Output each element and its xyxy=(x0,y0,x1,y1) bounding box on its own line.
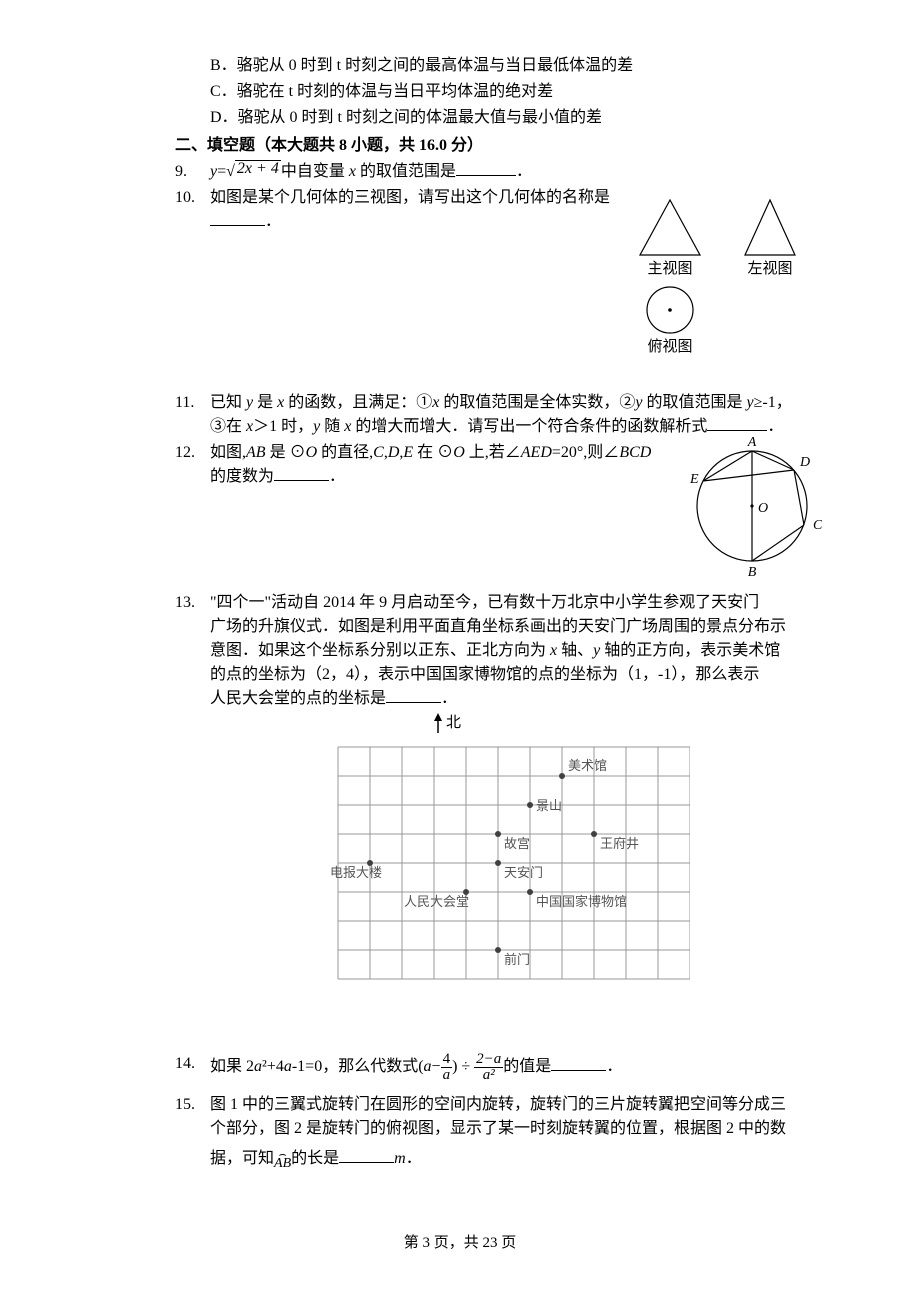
left-view-triangle xyxy=(745,200,795,255)
figure-three-views: 主视图 左视图 俯视图 xyxy=(625,195,825,363)
page-footer: 第 3 页，共 23 页 xyxy=(0,1232,920,1255)
label-O: O xyxy=(758,501,768,516)
poi-jingshan: 景山 xyxy=(536,798,562,813)
q10-text: 如图是某个几何体的三视图，请写出这个几何体的名称是 xyxy=(210,189,610,206)
poi-meishuguan: 美术馆 xyxy=(568,758,607,773)
option-c: C．骆驼在 t 时刻的体温与当日平均体温的绝对差 xyxy=(210,80,810,104)
figure-circle-geometry: A B C D E O xyxy=(682,428,822,586)
q14-number: 14. xyxy=(175,1052,210,1076)
label-B: B xyxy=(748,565,757,578)
top-view-center-dot xyxy=(668,308,672,312)
poi-wangfujing: 王府井 xyxy=(600,836,639,851)
poi-bowuguan: 中国国家博物馆 xyxy=(536,894,627,909)
q15-l3: 据，可知⌢AB的长是m． xyxy=(210,1147,810,1171)
poi-dianbao: 电报大楼 xyxy=(330,865,382,880)
q11-number: 11. xyxy=(175,391,210,415)
north-arrow: 北 xyxy=(388,711,488,736)
left-view-label: 左视图 xyxy=(747,260,792,277)
arc-AB: ⌢AB xyxy=(274,1150,291,1168)
front-view-triangle xyxy=(640,200,700,255)
q15-number: 15. xyxy=(175,1093,210,1117)
q12-number: 12. xyxy=(175,441,210,465)
q13-number: 13. xyxy=(175,591,210,615)
label-E: E xyxy=(689,472,699,487)
q13-blank xyxy=(386,687,441,703)
question-13: 13. "四个一"活动自 2014 年 9 月启动至今，已有数十万北京中小学生参… xyxy=(175,591,810,990)
q9-end: ． xyxy=(516,163,532,180)
q14-blank xyxy=(551,1055,606,1071)
q15-blank xyxy=(339,1147,394,1163)
q13-l3: 意图．如果这个坐标系分别以正东、正北方向为 x 轴、y 轴的正方向，表示美术馆 xyxy=(210,639,810,663)
q14-end: ． xyxy=(606,1058,622,1075)
section-2-header: 二、填空题（本大题共 8 小题，共 16.0 分） xyxy=(175,134,810,158)
q15-l1: 图 1 中的三翼式旋转门在圆形的空间内旋转，旋转门的三片旋转翼把空间等分成三 xyxy=(210,1093,810,1117)
label-D: D xyxy=(799,455,810,470)
q12-blank xyxy=(274,465,329,481)
q10-number: 10. xyxy=(175,186,210,210)
front-view-label: 主视图 xyxy=(647,260,692,277)
q9-blank xyxy=(456,160,516,176)
option-b: B．骆驼从 0 时到 t 时刻之间的最高体温与当日最低体温的差 xyxy=(210,54,810,78)
sqrt-icon: √2x + 4 xyxy=(226,160,281,184)
q10-blank xyxy=(210,210,265,226)
label-A: A xyxy=(747,435,757,450)
option-d: D．骆驼从 0 时到 t 时刻之间的体温最大值与最小值的差 xyxy=(210,106,810,130)
q13-l1: "四个一"活动自 2014 年 9 月启动至今，已有数十万北京中小学生参观了天安… xyxy=(210,591,810,615)
q9-number: 9. xyxy=(175,160,210,184)
q14-text: 如果 2a²+4a-1=0，那么代数式(a−4a) ÷ 2−aa²的值是 xyxy=(210,1058,551,1075)
q13-l4: 的点的坐标为（2，4），表示中国国家博物馆的点的坐标为（1，-1），那么表示 xyxy=(210,663,810,687)
q11-line1: 已知 y 是 x 的函数，且满足：①x 的取值范围是全体实数，②y 的取值范围是… xyxy=(210,391,810,415)
figure-map: 美术馆 景山 故宫 王府井 电报大楼 天安门 人民大会堂 中国国家博物馆 前门 xyxy=(330,742,690,990)
q13-l2: 广场的升旗仪式．如图是利用平面直角坐标系画出的天安门广场周围的景点分布示 xyxy=(210,615,810,639)
label-C: C xyxy=(813,518,822,533)
q13-l5: 人民大会堂的点的坐标是． xyxy=(210,687,810,711)
question-15: 15. 图 1 中的三翼式旋转门在圆形的空间内旋转，旋转门的三片旋转翼把空间等分… xyxy=(175,1093,810,1171)
poi-qianmen: 前门 xyxy=(504,952,530,967)
poi-renmin: 人民大会堂 xyxy=(404,894,469,909)
poi-tiananmen: 天安门 xyxy=(504,865,543,880)
q9-pre: y= xyxy=(210,163,226,180)
question-9: 9. y=√2x + 4中自变量 x 的取值范围是 ． xyxy=(175,160,810,184)
svg-text:北: 北 xyxy=(446,714,461,731)
question-14: 14. 如果 2a²+4a-1=0，那么代数式(a−4a) ÷ 2−aa²的值是… xyxy=(175,1052,810,1083)
q15-l2: 个部分，图 2 是旋转门的俯视图，显示了某一时刻旋转翼的位置，根据图 2 中的数 xyxy=(210,1117,810,1141)
top-view-label: 俯视图 xyxy=(647,338,692,355)
q10-end: ． xyxy=(265,213,281,230)
q9-post: 中自变量 x 的取值范围是 xyxy=(281,163,456,180)
poi-gugong: 故宫 xyxy=(504,836,530,851)
